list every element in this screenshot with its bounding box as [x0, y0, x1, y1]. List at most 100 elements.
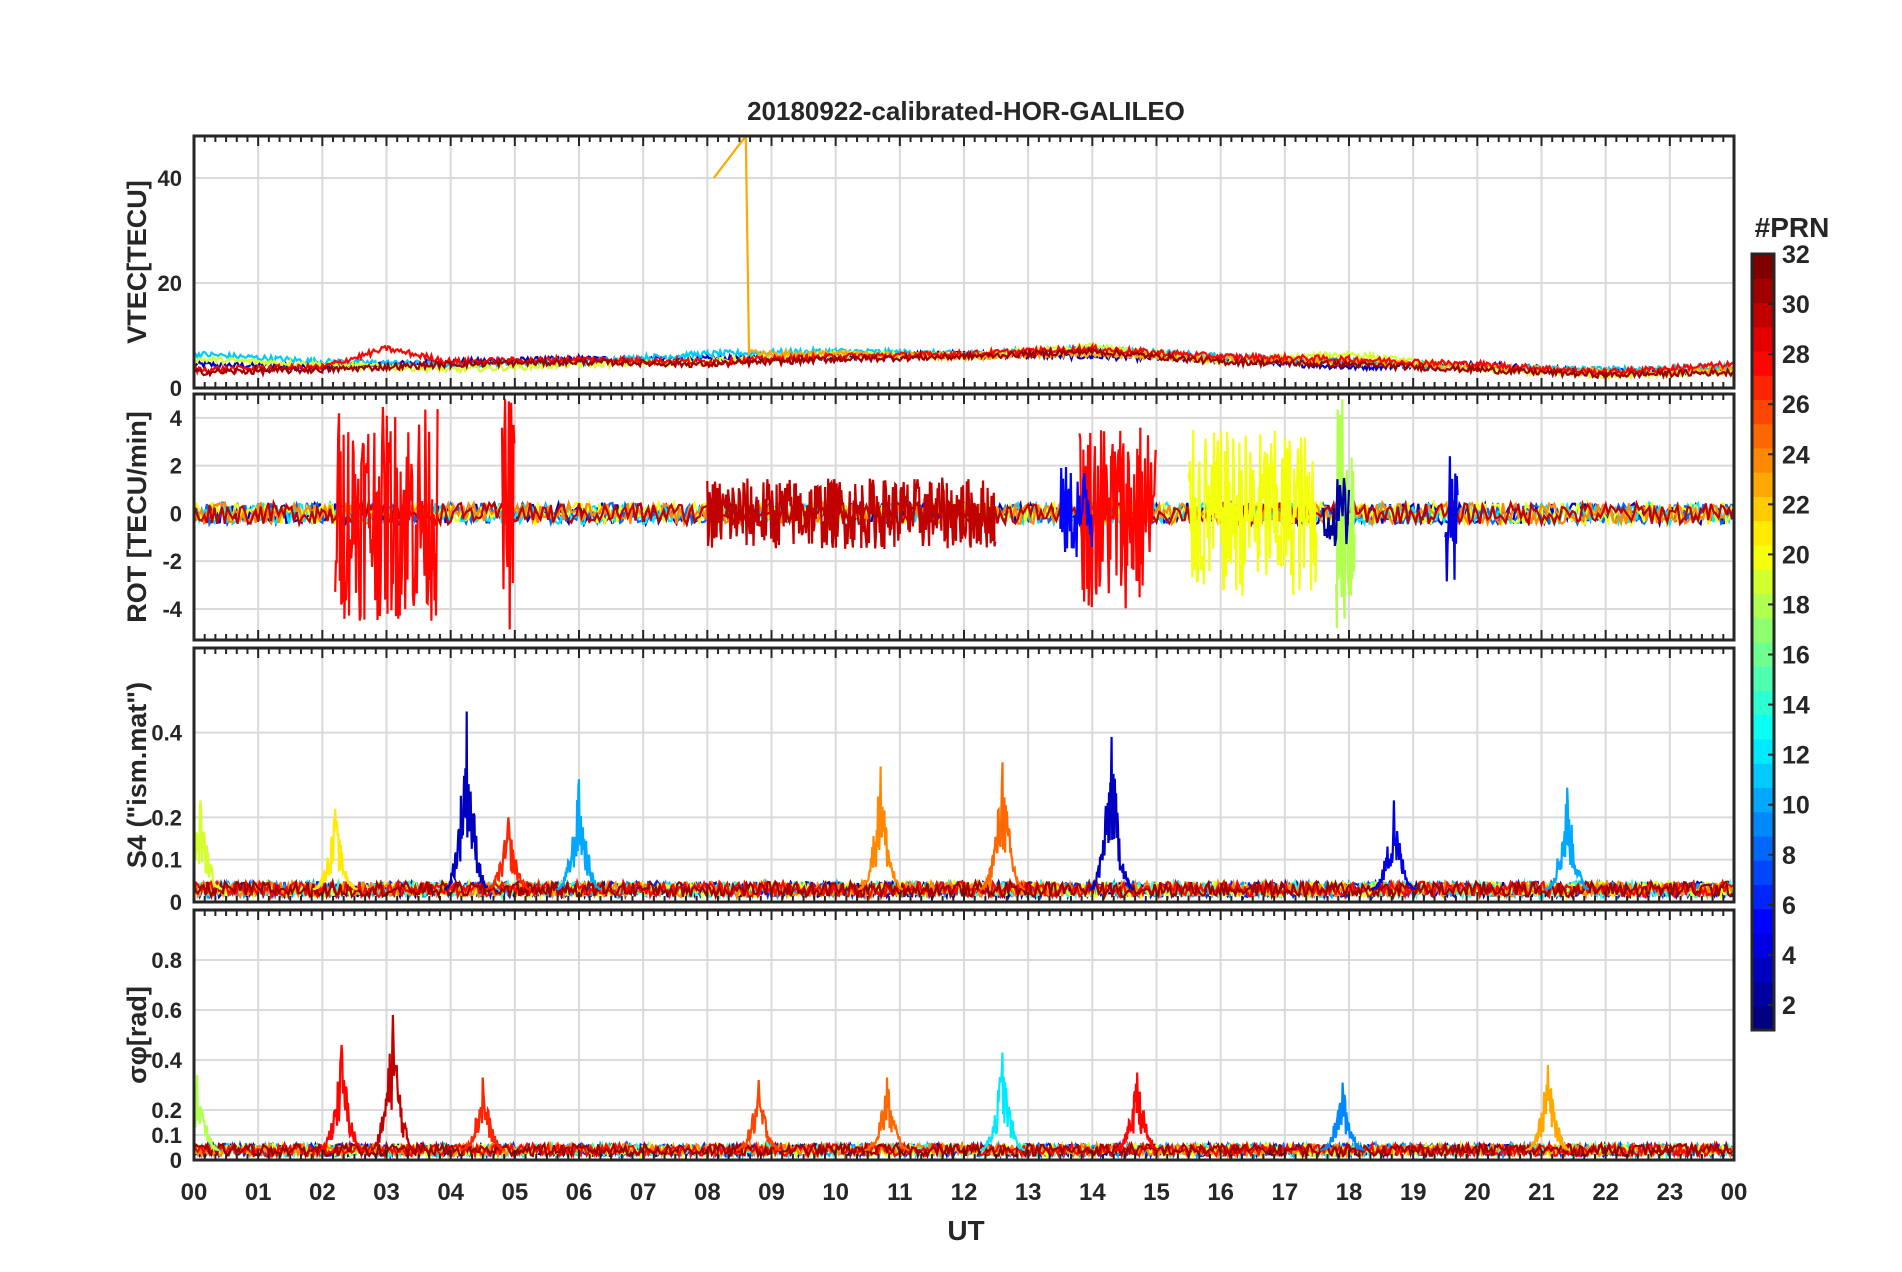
colorbar-segment	[1752, 254, 1774, 279]
colorbar-segment	[1752, 593, 1774, 619]
series-line-prn-4	[1444, 456, 1459, 582]
colorbar-segment	[1752, 496, 1774, 522]
y-tick-label: 40	[158, 166, 182, 191]
colorbar-tick-label: 6	[1782, 892, 1796, 920]
colorbar-segment	[1752, 569, 1774, 594]
series-line-prn-28	[334, 406, 439, 621]
y-tick-label: 4	[170, 406, 183, 431]
x-tick-label: 01	[245, 1179, 272, 1206]
chart-title: 20180922-calibrated-HOR-GALILEO	[747, 96, 1185, 126]
colorbar-segment	[1752, 326, 1774, 352]
series-line-prn-31	[194, 346, 1734, 381]
series-layer	[194, 399, 1734, 630]
y-tick-label: 0	[170, 501, 182, 526]
series-line-prn-28	[1078, 427, 1157, 609]
peak-line-prn-25	[979, 762, 1025, 892]
series-layer	[194, 1014, 1734, 1160]
colorbar-segment	[1752, 472, 1774, 497]
colorbar-segment	[1752, 957, 1774, 982]
panel-s4: 0 0.1 0.2 0.4S4 ("ism.mat")	[122, 646, 1736, 915]
x-tick-label: 18	[1336, 1179, 1363, 1206]
colorbar-segment	[1752, 714, 1774, 740]
colorbar-segment	[1752, 1005, 1774, 1031]
x-tick-label: 09	[758, 1179, 785, 1206]
y-tick-label: 0.1	[151, 848, 182, 873]
y-tick-label: 0.1	[151, 1123, 182, 1148]
x-tick-label: 14	[1079, 1179, 1106, 1206]
colorbar-segment	[1752, 739, 1774, 764]
peak-line-prn-27	[460, 1077, 506, 1152]
y-tick-label: 0.8	[151, 948, 182, 973]
x-tick-label: 17	[1271, 1179, 1298, 1206]
series-layer	[194, 711, 1734, 902]
y-tick-label: 0.2	[151, 1098, 182, 1123]
colorbar-frame	[1750, 252, 1776, 1032]
colorbar-title: #PRN	[1755, 212, 1830, 243]
series-line-prn-20	[1187, 429, 1318, 596]
x-tick-label: 07	[630, 1179, 657, 1206]
y-tick-label: 0	[170, 376, 182, 401]
x-tick-label: 19	[1400, 1179, 1427, 1206]
y-tick-label: -4	[162, 597, 182, 622]
colorbar-segment	[1752, 666, 1774, 691]
colorbar-segment	[1752, 690, 1774, 716]
colorbar-segment	[1752, 545, 1774, 570]
x-tick-label: 05	[501, 1179, 528, 1206]
panel-sigma_phi: 00.10.2 0.4 0.6 0.8 σφ[rad]	[122, 908, 1736, 1173]
colorbar-segment	[1752, 423, 1774, 449]
colorbar-segment	[1752, 448, 1774, 473]
colorbar-segment	[1752, 617, 1774, 643]
colorbar-segment	[1752, 787, 1774, 813]
colorbar-tick-label: 18	[1782, 591, 1810, 619]
colorbar-tick-label: 24	[1782, 441, 1810, 469]
peak-line-prn-18	[194, 1074, 220, 1153]
y-axis-label: S4 ("ism.mat")	[122, 682, 152, 868]
y-axis-label: ROT [TECU/min]	[122, 411, 152, 622]
colorbar-segment	[1752, 642, 1774, 667]
peak-line-prn-26	[736, 1079, 782, 1152]
grid	[193, 910, 1735, 1161]
grid	[193, 136, 1735, 389]
peak-line-prn-3	[444, 711, 490, 891]
colorbar-segment	[1752, 933, 1774, 958]
colorbar-segment	[1752, 763, 1774, 788]
y-tick-label: 0.4	[151, 721, 182, 746]
colorbar-tick-label: 8	[1782, 842, 1796, 870]
peak-line-prn-4	[1371, 800, 1417, 891]
series-line-prn-23	[712, 136, 1734, 379]
y-tick-label: 0.4	[151, 1048, 182, 1073]
colorbar-segment	[1752, 860, 1774, 885]
colorbar-segment	[1752, 884, 1774, 910]
colorbar-segment	[1752, 908, 1774, 934]
colorbar-tick-label: 14	[1782, 692, 1810, 720]
peak-line-prn-28	[1114, 1072, 1160, 1152]
series-layer	[194, 136, 1734, 382]
y-tick-label: 0	[170, 890, 182, 915]
minor-ticks	[193, 910, 1735, 1160]
x-tick-label: 03	[373, 1179, 400, 1206]
y-tick-label: 2	[170, 454, 182, 479]
colorbar-tick-label: 30	[1782, 291, 1810, 319]
colorbar-tick-label: 10	[1782, 792, 1810, 820]
x-tick-label: 15	[1143, 1179, 1170, 1206]
colorbar-tick-label: 22	[1782, 491, 1810, 519]
x-tick-label: 06	[566, 1179, 593, 1206]
peak-line-prn-10	[1544, 787, 1590, 891]
peak-line-prn-19	[194, 800, 223, 891]
x-axis-label: UT	[947, 1215, 984, 1246]
y-tick-label: 20	[158, 271, 182, 296]
y-tick-label: -2	[162, 549, 182, 574]
colorbar-segment	[1752, 278, 1774, 303]
colorbar-segment	[1752, 836, 1774, 861]
peak-line-prn-21	[312, 808, 358, 891]
colorbar-tick-label: 32	[1782, 241, 1810, 269]
panel-rot: -4 -2 0 2 4 ROT [TECU/min]	[122, 392, 1736, 642]
peak-line-prn-10	[556, 779, 602, 891]
colorbar-segment	[1752, 811, 1774, 837]
peak-line-prn-23	[1525, 1064, 1570, 1152]
y-tick-label: 0	[170, 1148, 182, 1173]
series-line-prn-5	[1059, 466, 1094, 558]
series-line-prn-30	[706, 477, 997, 550]
